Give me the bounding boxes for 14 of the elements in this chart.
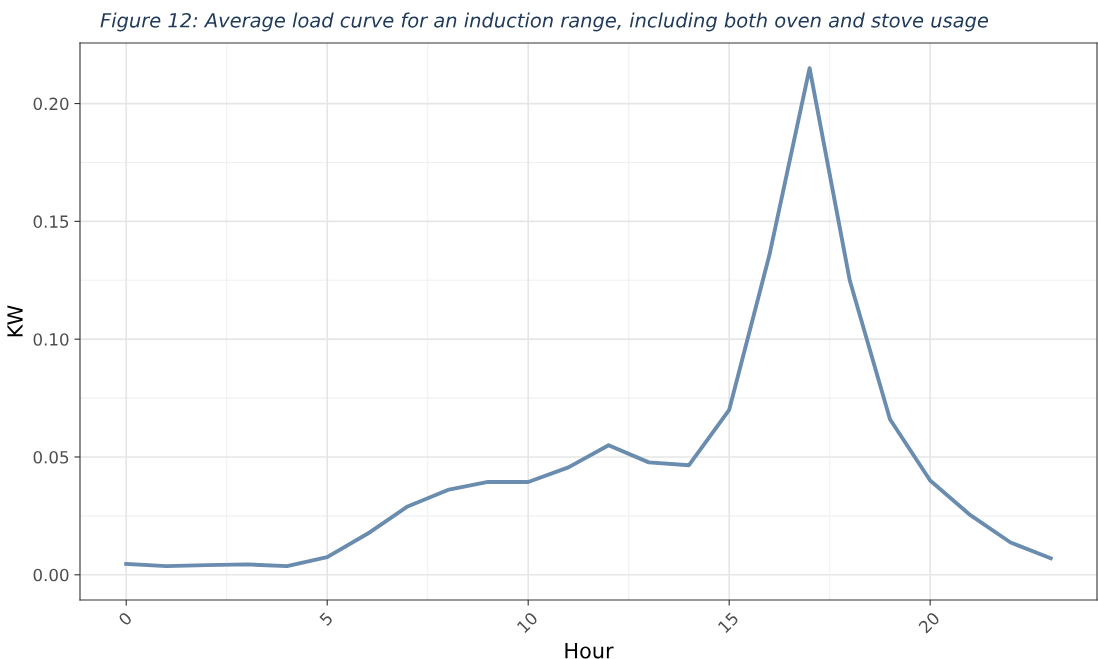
x-tick-label: 10: [516, 611, 539, 634]
y-tick-label: 0.05: [33, 450, 69, 464]
x-tick-label: 0: [117, 611, 133, 627]
y-tick-label: 0.20: [33, 97, 69, 111]
x-axis-title: Hour: [565, 643, 614, 659]
y-tick-label: 0.15: [33, 215, 69, 228]
chart-title: Figure 12: Average load curve for an induction range, including both oven and stove usage: [100, 12, 989, 32]
y-tick-label: 0.00: [33, 568, 69, 582]
x-tick-label: 15: [717, 611, 740, 634]
y-tick-label: 0.10: [33, 333, 69, 346]
x-tick-label: 5: [319, 611, 334, 627]
y-axis-title: KW: [7, 305, 23, 337]
x-tick-label: 20: [918, 611, 941, 634]
line-series: [124, 66, 1053, 569]
